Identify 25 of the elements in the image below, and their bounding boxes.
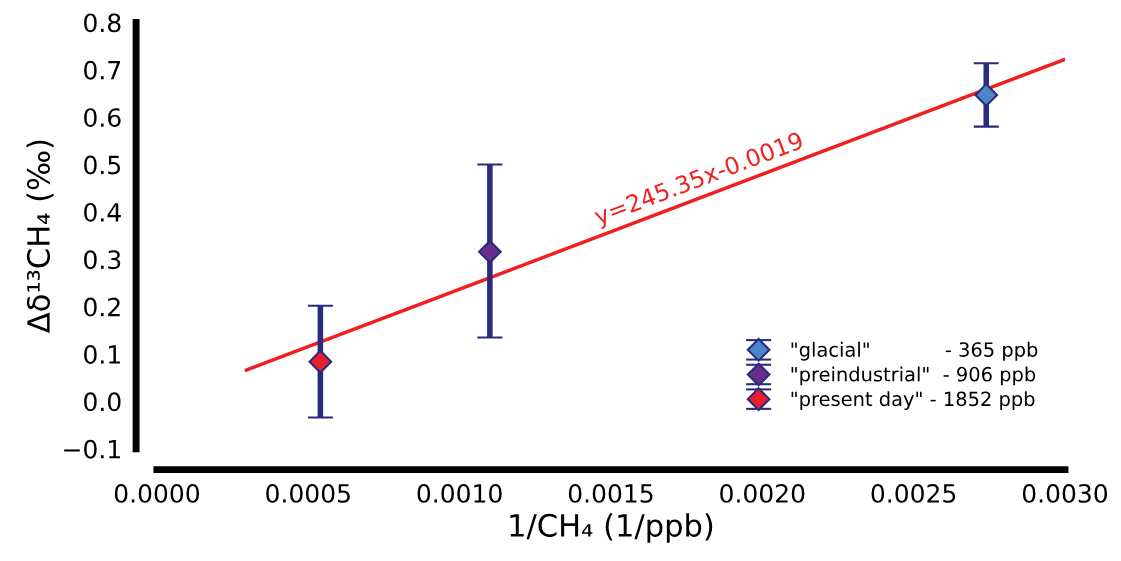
y-axis-title: Δδ¹³CH₄ (‰)	[26, 140, 54, 333]
y-tick-label: 0.7	[84, 60, 121, 80]
x-tick-label: 0.0015	[568, 483, 653, 503]
legend-label: "glacial" - 365 ppb	[791, 341, 1038, 361]
y-tick-label: 0.4	[84, 202, 121, 222]
point	[308, 349, 333, 374]
legend-label: "preindustrial" - 906 ppb	[791, 366, 1036, 386]
y-tick-label: 0.5	[84, 155, 121, 175]
y-tick-label: 0.2	[84, 297, 120, 317]
point	[478, 239, 502, 264]
legend-label: "present day" - 1852 ppb	[791, 391, 1035, 410]
x-tick-label: 0.0025	[871, 483, 956, 503]
x-tick-label: 0.0010	[417, 483, 502, 503]
y-tick-label: 0.0	[84, 392, 121, 412]
x-tick-label: 0.0000	[114, 483, 200, 503]
y-tick-label: 0.3	[84, 250, 121, 270]
x-tick-label: 0.0030	[1022, 483, 1108, 503]
x-tick-label: 0.0005	[266, 483, 350, 503]
y-tick-label: 0.1	[84, 345, 120, 364]
y-tick-label: 0.8	[84, 13, 121, 33]
x-tick-label: 0.0020	[720, 483, 805, 503]
y-tick-label: 0.6	[84, 108, 121, 128]
point	[974, 83, 999, 107]
x-axis-title: 1/CH₄ (1/ppb)	[510, 513, 713, 543]
y-tick-label: −0.1	[64, 439, 120, 459]
